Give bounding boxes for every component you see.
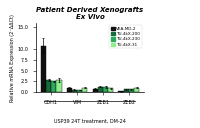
Y-axis label: Relative mRNA Expression (2⁻ΔΔCt): Relative mRNA Expression (2⁻ΔΔCt) xyxy=(10,14,15,102)
Bar xyxy=(77,90,82,92)
Title: Patient Derived Xenografts
Ex Vivo: Patient Derived Xenografts Ex Vivo xyxy=(36,7,144,20)
Bar xyxy=(118,91,124,92)
Bar xyxy=(51,81,56,92)
Bar xyxy=(46,80,51,92)
Bar xyxy=(93,89,98,92)
Bar xyxy=(82,88,87,92)
Text: USP39 24T treatment, DM-24: USP39 24T treatment, DM-24 xyxy=(54,118,126,123)
Bar xyxy=(41,45,46,92)
Legend: VEA-MD-2, TU-4kX-200, TU-4kX-230, TU-4kX-31: VEA-MD-2, TU-4kX-200, TU-4kX-230, TU-4kX… xyxy=(109,25,142,48)
Bar xyxy=(108,88,113,92)
Bar xyxy=(56,80,62,92)
Bar xyxy=(67,88,72,92)
Bar xyxy=(134,88,139,92)
Bar xyxy=(72,90,77,92)
Bar xyxy=(103,87,108,92)
Bar xyxy=(129,89,134,92)
Bar xyxy=(98,87,103,92)
Bar xyxy=(124,89,129,92)
